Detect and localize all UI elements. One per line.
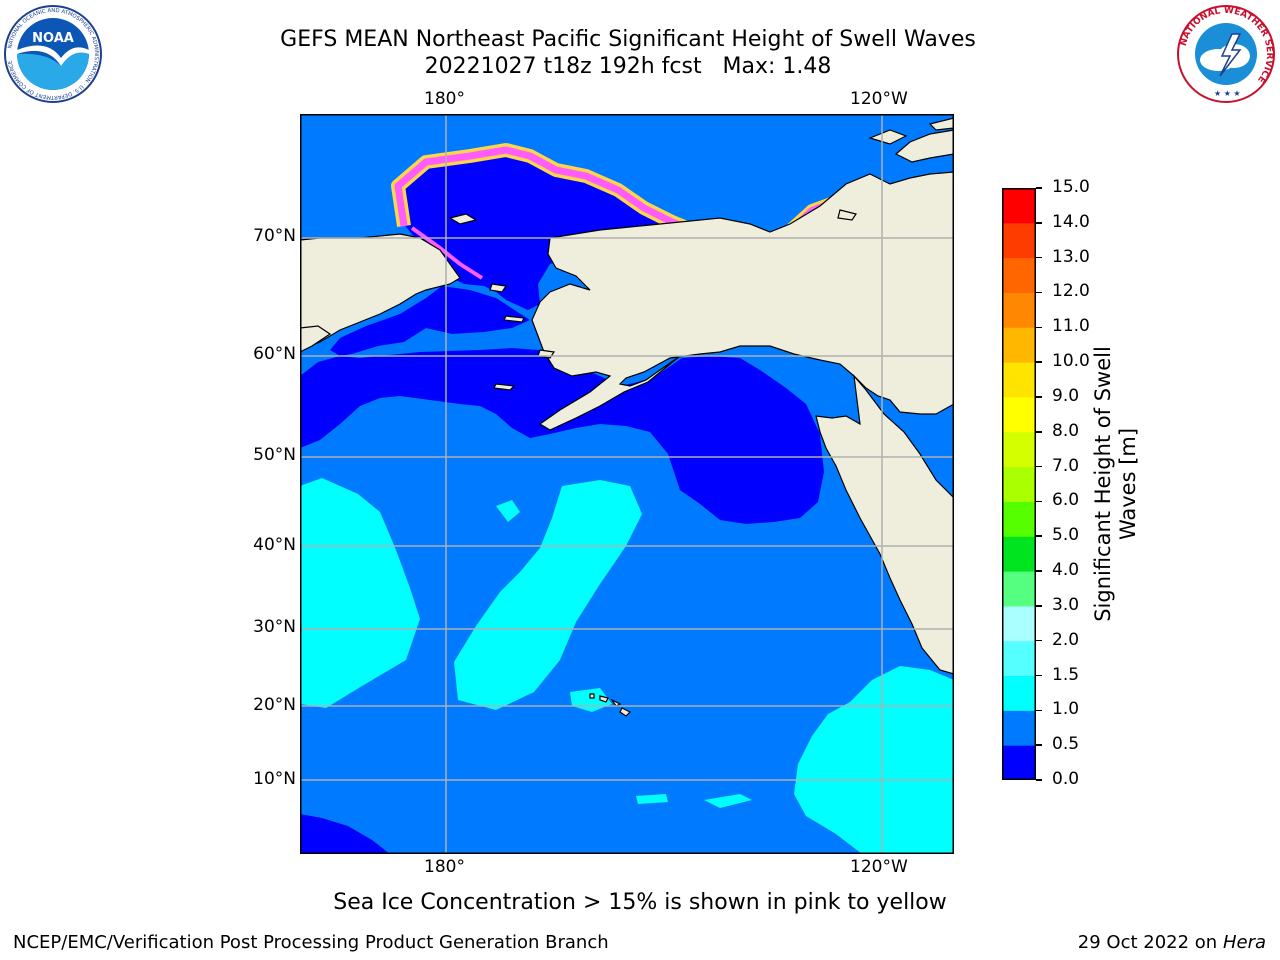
lon-label-bottom-180: 180° xyxy=(424,857,465,877)
colorbar-tick-label: 10.0 xyxy=(1052,351,1090,372)
lon-label-top-180: 180° xyxy=(424,89,465,109)
landmass xyxy=(299,117,955,717)
colorbar-swatch xyxy=(1002,710,1036,746)
colorbar-swatch xyxy=(1002,362,1036,398)
map-subtitle: 20221027 t18z 192h fcst Max: 1.48 xyxy=(424,54,832,79)
colorbar-frame xyxy=(1002,188,1036,780)
colorbar-swatch xyxy=(1002,431,1036,468)
map-title: GEFS MEAN Northeast Pacific Significant … xyxy=(280,27,976,52)
colorbar-swatches xyxy=(1002,188,1036,781)
colorbar-tick-label: 0.5 xyxy=(1052,734,1080,755)
colorbar-swatch xyxy=(1002,257,1036,293)
colorbar-swatch xyxy=(1002,640,1036,677)
map-canvas xyxy=(299,114,956,854)
colorbar-tick-mark xyxy=(1036,779,1042,781)
colorbar-tick-label: 13.0 xyxy=(1052,246,1090,267)
colorbar-swatch xyxy=(1002,571,1036,607)
colorbar-tick-mark xyxy=(1036,674,1042,677)
colorbar-tick-mark xyxy=(1036,535,1042,537)
lat-label-10n: 10°N xyxy=(253,769,296,789)
colorbar-tick-mark xyxy=(1036,744,1042,746)
colorbar-tick-label: 3.0 xyxy=(1052,594,1080,615)
colorbar xyxy=(1002,188,1036,781)
swell-height-map xyxy=(299,114,956,854)
colorbar-tick-label: 1.5 xyxy=(1052,664,1080,685)
lat-label-30n: 30°N xyxy=(253,617,296,637)
colorbar-tick-mark xyxy=(1036,187,1042,189)
high-swell-regions xyxy=(300,478,954,854)
colorbar-tick-label: 9.0 xyxy=(1052,385,1080,406)
footer-date-text: 29 Oct 2022 on xyxy=(1077,932,1218,953)
colorbar-swatch xyxy=(1002,188,1036,224)
colorbar-tick-label: 7.0 xyxy=(1052,455,1080,476)
colorbar-tick-label: 4.0 xyxy=(1052,560,1080,581)
colorbar-tick-mark xyxy=(1036,291,1042,294)
colorbar-swatch xyxy=(1002,501,1036,537)
lon-label-bottom-120w: 120°W xyxy=(850,857,908,877)
colorbar-tick-label: 12.0 xyxy=(1052,281,1090,302)
colorbar-tick-mark xyxy=(1036,709,1042,712)
colorbar-swatch xyxy=(1002,222,1036,259)
colorbar-tick-label: 15.0 xyxy=(1052,177,1090,197)
colorbar-tick-mark xyxy=(1036,396,1042,398)
colorbar-tick-mark xyxy=(1036,222,1042,224)
lat-label-60n: 60°N xyxy=(253,344,296,364)
lat-label-50n: 50°N xyxy=(253,445,296,465)
colorbar-tick-label: 6.0 xyxy=(1052,490,1080,511)
noaa-logo: NATIONAL OCEANIC AND ATMOSPHERIC ADMINIS… xyxy=(3,4,103,104)
colorbar-tick-label: 14.0 xyxy=(1052,211,1090,232)
colorbar-tick-mark xyxy=(1036,605,1042,607)
colorbar-tick-label: 0.0 xyxy=(1052,769,1080,789)
colorbar-tick-mark xyxy=(1036,500,1042,503)
footer-host: Hera xyxy=(1222,932,1266,953)
colorbar-tick-mark xyxy=(1036,256,1042,259)
colorbar-tick-mark xyxy=(1036,465,1042,468)
colorbar-swatch xyxy=(1002,675,1036,711)
footer-credit: NCEP/EMC/Verification Post Processing Pr… xyxy=(13,932,609,953)
colorbar-swatch xyxy=(1002,466,1036,502)
lat-label-70n: 70°N xyxy=(253,226,296,246)
lat-label-40n: 40°N xyxy=(253,535,296,555)
colorbar-swatch xyxy=(1002,327,1036,363)
noaa-logo-text: NOAA xyxy=(32,31,74,46)
colorbar-swatch xyxy=(1002,605,1036,642)
lon-label-top-120w: 120°W xyxy=(850,89,908,109)
colorbar-title: Significant Height of Swell Waves [m] xyxy=(1091,346,1140,622)
colorbar-tick-mark xyxy=(1036,570,1042,572)
colorbar-tick-mark xyxy=(1036,326,1042,329)
colorbar-tick-label: 2.0 xyxy=(1052,629,1080,650)
sea-ice-note: Sea Ice Concentration > 15% is shown in … xyxy=(333,890,947,915)
colorbar-swatch xyxy=(1002,292,1036,328)
colorbar-tick-label: 1.0 xyxy=(1052,699,1080,720)
nws-logo: NATIONAL WEATHER SERVICE ★ ★ ★ xyxy=(1176,4,1276,104)
colorbar-tick-label: 8.0 xyxy=(1052,420,1080,441)
colorbar-tick-label: 5.0 xyxy=(1052,525,1080,546)
colorbar-tick-mark xyxy=(1036,361,1042,363)
svg-text:★ ★ ★: ★ ★ ★ xyxy=(1214,89,1241,98)
colorbar-swatch xyxy=(1002,396,1036,433)
map-frame xyxy=(300,114,954,854)
colorbar-tick-mark xyxy=(1036,431,1042,433)
colorbar-tick-mark xyxy=(1036,639,1042,642)
colorbar-swatch xyxy=(1002,745,1036,781)
colorbar-tick-label: 11.0 xyxy=(1052,316,1090,337)
lat-label-20n: 20°N xyxy=(253,695,296,715)
colorbar-swatch xyxy=(1002,536,1036,572)
graticule xyxy=(300,114,954,854)
footer-date: 29 Oct 2022 on Hera xyxy=(1078,932,1266,953)
